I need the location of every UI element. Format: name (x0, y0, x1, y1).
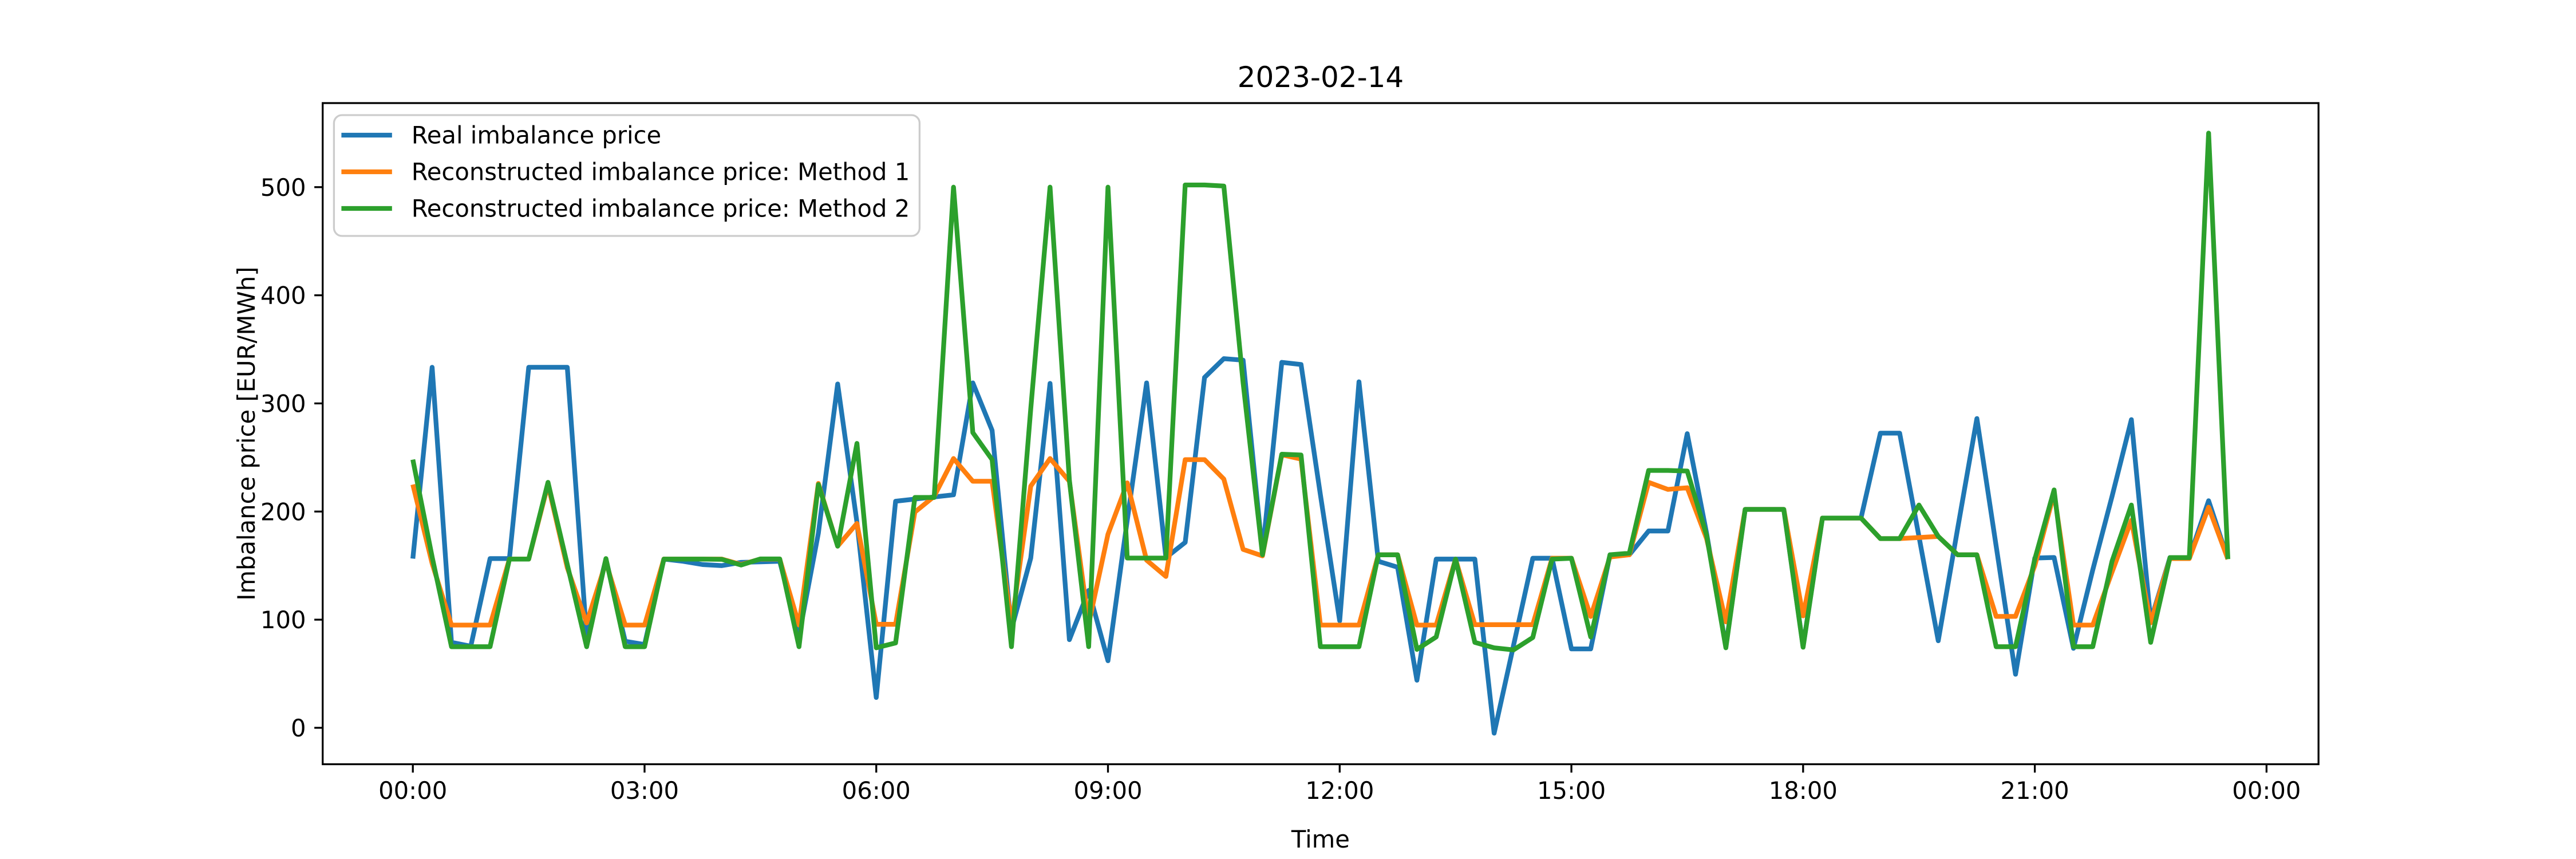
y-tick-label: 500 (260, 174, 306, 202)
x-axis-ticks: 00:00 03:00 06:00 09:00 12:00 15:00 18:00 21:00… (378, 764, 2301, 805)
legend-label-method-1: Reconstructed imbalance price: Method 1 (412, 158, 910, 186)
y-tick-label: 200 (260, 498, 306, 526)
x-tick-label: 03:00 (610, 777, 679, 805)
legend-label-method-2: Reconstructed imbalance price: Method 2 (412, 195, 910, 223)
y-tick-label: 0 (291, 714, 306, 742)
y-axis-ticks: 0 100 200 300 400 500 (260, 174, 323, 742)
x-tick-label: 18:00 (1769, 777, 1838, 805)
series-lines (410, 131, 2231, 736)
x-tick-label: 09:00 (1073, 777, 1142, 805)
legend-box (333, 114, 921, 237)
chart-title: 2023-02-14 (1238, 61, 1404, 94)
plot-border (322, 102, 2320, 766)
x-tick-label: 21:00 (2001, 777, 2069, 805)
x-tick-label: 00:00 (2232, 777, 2301, 805)
y-tick-label: 100 (260, 606, 306, 634)
legend-label-real-imbalance-price: Real imbalance price (412, 121, 661, 149)
y-axis-label: Imbalance price [EUR/MWh] (232, 267, 260, 601)
x-tick-label: 12:00 (1305, 777, 1374, 805)
legend: Real imbalance price Reconstructed imbal… (333, 114, 921, 237)
x-tick-label: 15:00 (1537, 777, 1606, 805)
y-tick-label: 400 (260, 282, 306, 310)
x-axis-label: Time (1291, 825, 1350, 853)
y-tick-label: 300 (260, 389, 306, 417)
x-tick-label: 06:00 (842, 777, 911, 805)
x-tick-label: 00:00 (378, 777, 447, 805)
series-line-real (410, 356, 2230, 736)
series-line-method-2 (410, 131, 2231, 653)
